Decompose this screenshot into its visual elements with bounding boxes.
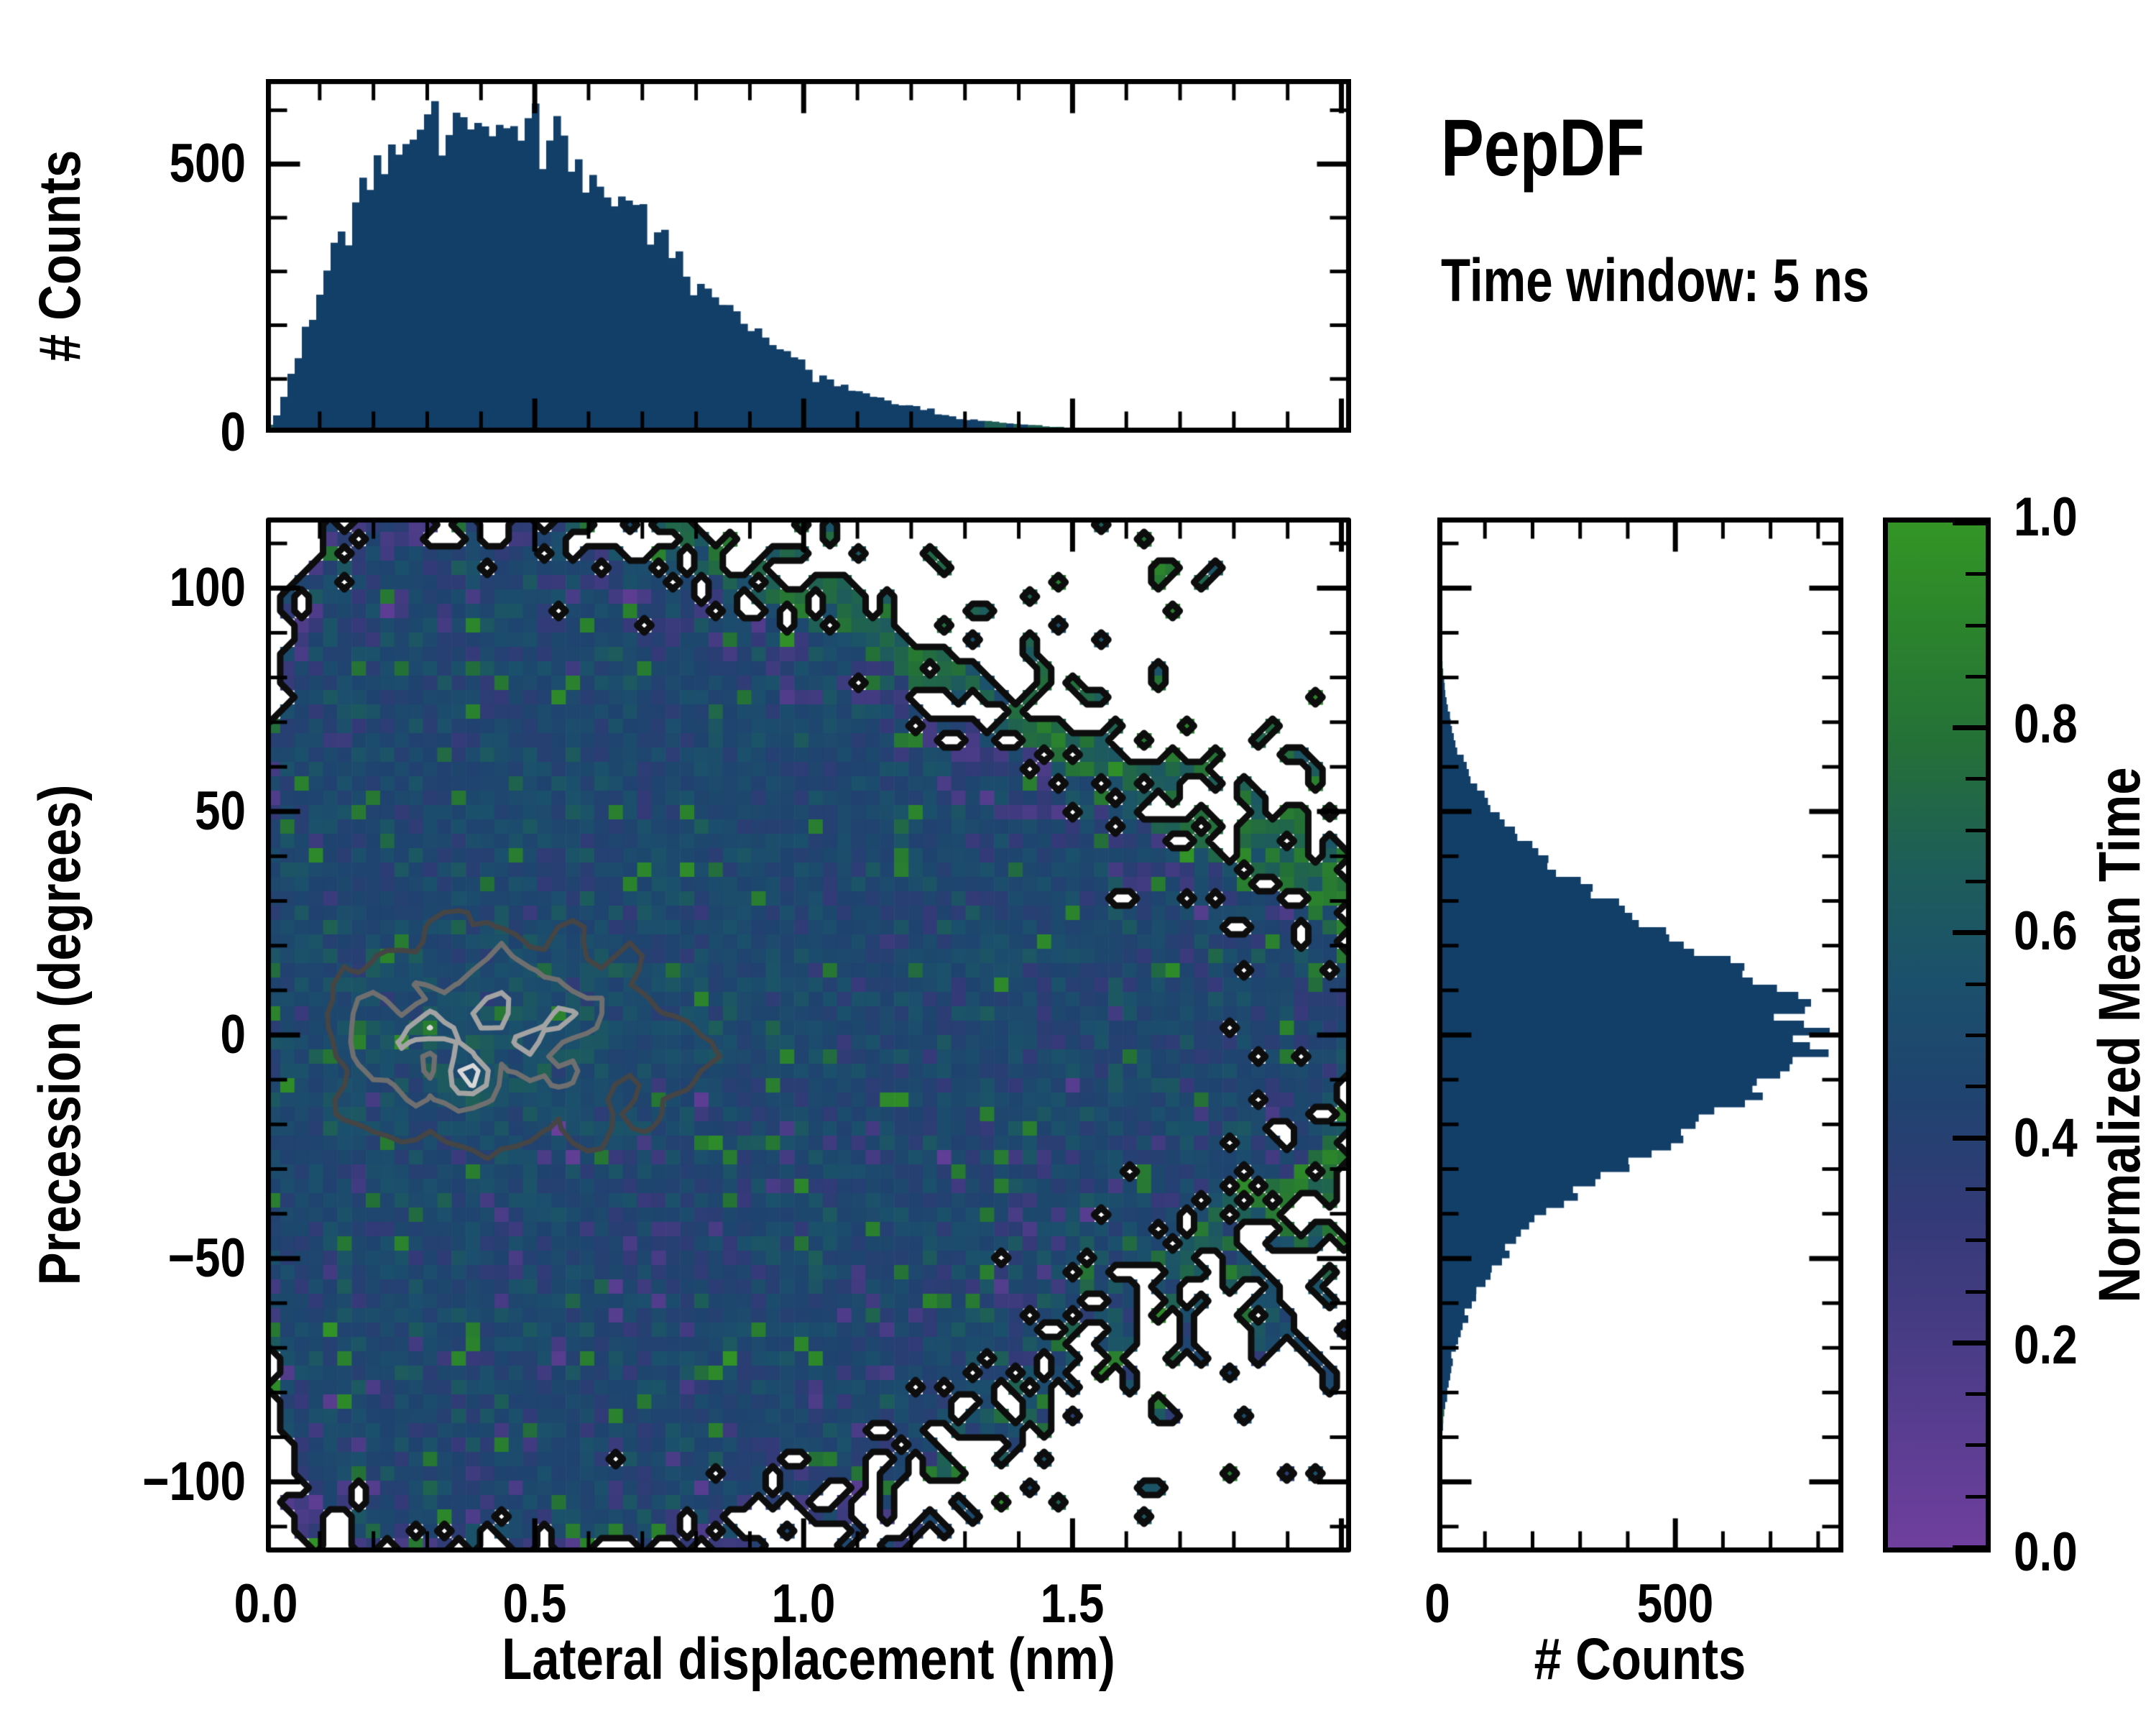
main-ytick-label: 50: [194, 781, 246, 842]
colorbar-tick: [1966, 624, 1986, 627]
colorbar-tick-label: 0.8: [2014, 694, 2078, 755]
colorbar-tick: [1953, 520, 1986, 525]
main-xlabel: Lateral displacement (nm): [502, 1627, 1115, 1692]
colorbar-tick: [1953, 1340, 1986, 1346]
colorbar-tick: [1966, 1495, 1986, 1499]
right-hist-xlabel: # Counts: [1534, 1627, 1746, 1692]
colorbar-tick: [1953, 930, 1986, 935]
colorbar-tick: [1966, 1443, 1986, 1447]
colorbar-tick: [1966, 829, 1986, 832]
right-hist-xtick-label: 500: [1636, 1573, 1714, 1634]
colorbar-tick: [1953, 1545, 1986, 1550]
main-ytick-label: −50: [167, 1227, 246, 1289]
main-xtick-label: 1.0: [771, 1573, 836, 1634]
colorbar: [1883, 518, 1991, 1552]
main-heatmap-canvas: [266, 518, 1351, 1552]
right-marginal-histogram-canvas: [1437, 518, 1843, 1552]
colorbar-tick: [1966, 1187, 1986, 1191]
colorbar-tick: [1966, 983, 1986, 986]
main-xtick-label: 0.0: [234, 1573, 298, 1634]
figure-subtitle: Time window: 5 ns: [1441, 247, 1870, 314]
colorbar-tick: [1966, 1085, 1986, 1088]
colorbar-tick: [1966, 675, 1986, 678]
colorbar-tick: [1966, 1238, 1986, 1242]
colorbar-tick: [1966, 777, 1986, 781]
top-marginal-histogram-canvas: [266, 79, 1351, 433]
colorbar-tick: [1953, 725, 1986, 730]
figure-title: PepDF: [1441, 103, 1645, 193]
colorbar-tick: [1953, 1136, 1986, 1141]
colorbar-tick-label: 0.6: [2014, 901, 2078, 962]
main-ylabel: Precession (degrees): [27, 784, 93, 1286]
right-hist-xtick-label: 0: [1424, 1573, 1450, 1634]
colorbar-tick-label: 0.2: [2014, 1315, 2078, 1376]
top-hist-ylabel: # Counts: [27, 150, 93, 362]
cbar-label: Normalized Mean Time: [2087, 767, 2152, 1303]
main-xtick-label: 1.5: [1041, 1573, 1105, 1634]
colorbar-tick: [1966, 1392, 1986, 1396]
top-hist-ytick-label: 0: [220, 402, 246, 463]
colorbar-tick: [1966, 572, 1986, 576]
main-xtick-label: 0.5: [502, 1573, 567, 1634]
main-ytick-label: 100: [169, 557, 246, 619]
colorbar-tick: [1966, 1290, 1986, 1294]
top-hist-ytick-label: 500: [169, 133, 246, 195]
colorbar-tick-label: 0.0: [2014, 1522, 2078, 1583]
main-ytick-label: 0: [220, 1004, 246, 1065]
colorbar-tick-label: 0.4: [2014, 1108, 2078, 1169]
colorbar-tick: [1966, 1034, 1986, 1037]
colorbar-tick: [1966, 880, 1986, 883]
main-ytick-label: −100: [142, 1450, 246, 1512]
colorbar-tick-label: 1.0: [2014, 487, 2078, 548]
